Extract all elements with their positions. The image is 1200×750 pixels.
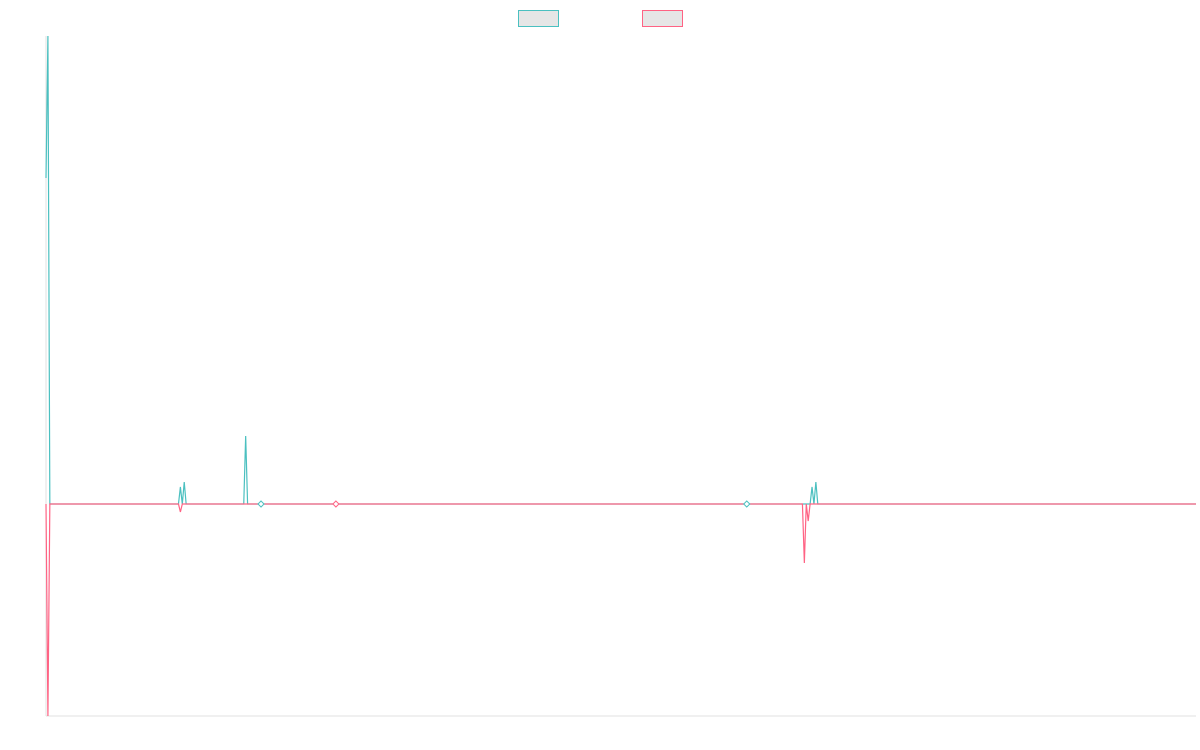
marker-layer xyxy=(257,500,751,508)
legend xyxy=(518,10,683,27)
legend-swatch-1[interactable] xyxy=(642,10,683,27)
series-line-0 xyxy=(45,35,1196,505)
series-layer xyxy=(45,35,1196,717)
data-point-marker-2[interactable] xyxy=(743,500,751,508)
series-line-1 xyxy=(45,503,1196,717)
legend-swatch-0[interactable] xyxy=(518,10,559,27)
data-point-marker-0[interactable] xyxy=(257,500,265,508)
data-point-marker-1[interactable] xyxy=(332,500,340,508)
